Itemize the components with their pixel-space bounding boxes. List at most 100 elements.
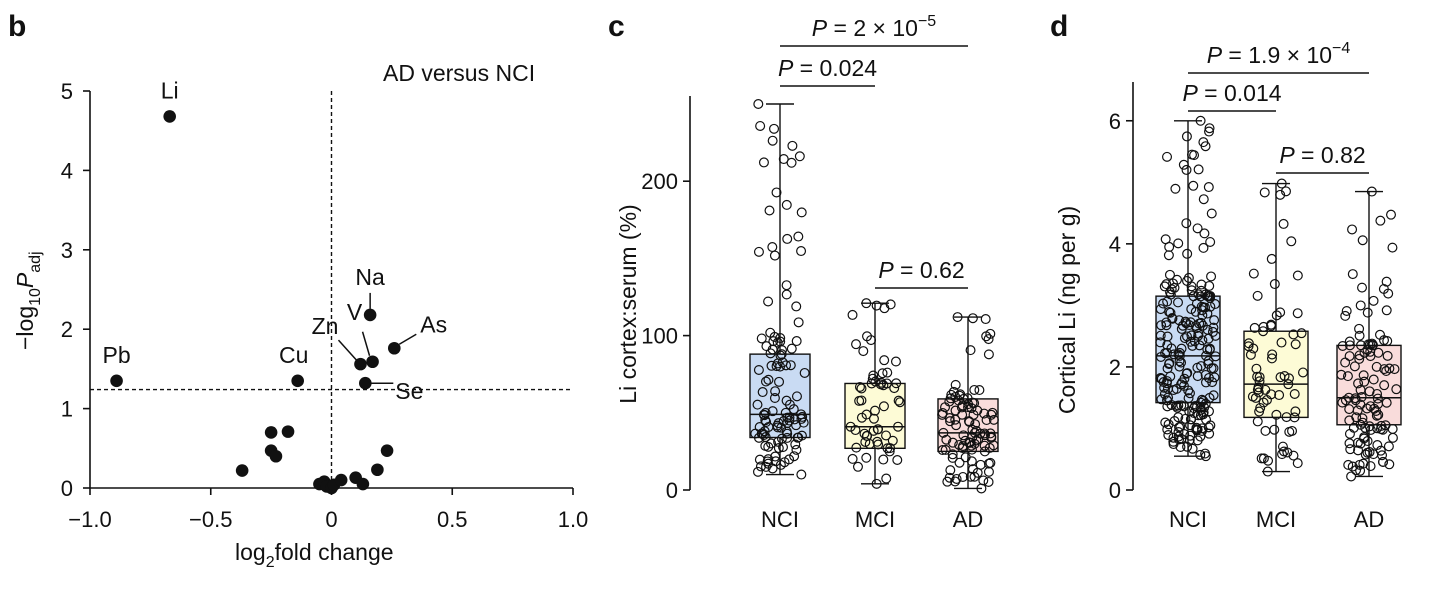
data-point [1378, 456, 1389, 467]
data-point [1188, 180, 1199, 191]
y-tick-label: 4 [1109, 232, 1121, 257]
data-point [1202, 291, 1213, 302]
data-point [791, 336, 802, 347]
data-point [767, 242, 778, 253]
data-point [860, 436, 871, 447]
data-point [1298, 367, 1309, 378]
data-point [1278, 218, 1289, 229]
data-point [1372, 393, 1383, 404]
p-exponent: −4 [1332, 40, 1350, 57]
box-mci [844, 298, 906, 489]
data-point [1167, 313, 1178, 324]
data-point [1163, 419, 1174, 430]
p-value: = 0.62 [894, 257, 965, 283]
y-title-var: P [12, 272, 38, 288]
data-point [1384, 459, 1395, 470]
data-point [885, 443, 896, 454]
data-point [1199, 228, 1210, 239]
data-point [1173, 349, 1184, 360]
data-point [760, 376, 771, 387]
data-point [775, 333, 786, 344]
data-point [757, 387, 768, 398]
data-point [1186, 285, 1197, 296]
data-point [767, 406, 778, 417]
data-point [1164, 241, 1175, 252]
data-point [1205, 290, 1216, 301]
data-point [1355, 384, 1366, 395]
data-point [1279, 370, 1290, 381]
data-point [1156, 394, 1167, 405]
data-point [752, 466, 763, 477]
label-as: As [420, 311, 447, 337]
point-zn [354, 357, 367, 371]
data-point [861, 452, 872, 463]
y-tick-label: 0 [1109, 478, 1121, 503]
data-point [781, 280, 792, 291]
data-point [965, 471, 976, 482]
data-point [1248, 343, 1259, 354]
data-point [882, 443, 893, 454]
data-point [1337, 340, 1348, 351]
data-point [965, 345, 976, 356]
data-point [1166, 399, 1177, 410]
data-point [770, 451, 781, 462]
data-point [1349, 361, 1360, 372]
volcano-point-labels: Li Pb Cu Na As Zn V Se [102, 77, 447, 404]
point-na [363, 308, 377, 322]
data-point [969, 384, 980, 395]
point [235, 464, 249, 477]
data-point [1186, 304, 1197, 315]
point-se [359, 376, 372, 390]
data-point [1163, 430, 1174, 441]
data-point [1258, 326, 1269, 337]
data-point [761, 341, 772, 352]
data-point [892, 454, 903, 465]
data-point [887, 435, 898, 446]
data-point [1281, 412, 1292, 423]
data-point [753, 98, 764, 109]
data-point [1344, 336, 1355, 347]
data-point [1163, 250, 1174, 261]
data-point [1380, 420, 1391, 431]
data-point [985, 457, 996, 468]
data-point [1195, 449, 1206, 460]
data-point [1381, 305, 1392, 316]
data-point [1289, 412, 1300, 423]
data-point [752, 399, 763, 410]
data-point [867, 373, 878, 384]
volcano-points [110, 110, 401, 495]
data-point [770, 386, 781, 397]
data-point [937, 445, 948, 456]
data-point [1362, 447, 1373, 458]
data-point [1255, 402, 1266, 413]
data-point [759, 410, 770, 421]
volcano-axes [89, 91, 573, 489]
data-point [971, 425, 982, 436]
data-point [1209, 372, 1220, 383]
panel-letter-c: c [608, 10, 625, 43]
data-point [964, 437, 975, 448]
data-point [769, 123, 780, 134]
data-point [1198, 395, 1209, 406]
data-point [1210, 299, 1221, 310]
data-point [1204, 344, 1215, 355]
data-point [774, 376, 785, 387]
box-ad [1336, 186, 1402, 482]
p-symbol: P [778, 55, 794, 81]
p-symbol: P [878, 257, 894, 283]
data-point [1183, 385, 1194, 396]
data-point [1205, 301, 1216, 312]
y-tick-label: 100 [641, 324, 678, 349]
data-point [1200, 369, 1211, 380]
panel-letter-d: d [1050, 10, 1068, 43]
data-point [1202, 324, 1213, 335]
data-point [1274, 390, 1285, 401]
label-pb: Pb [102, 342, 130, 368]
data-point [1336, 369, 1347, 380]
ratio-y-axis-title: Li cortex:serum (%) [615, 204, 641, 403]
data-point [1182, 248, 1193, 259]
data-point [1355, 300, 1366, 311]
x-tick-label: 0.5 [437, 507, 468, 532]
data-point [890, 356, 901, 367]
